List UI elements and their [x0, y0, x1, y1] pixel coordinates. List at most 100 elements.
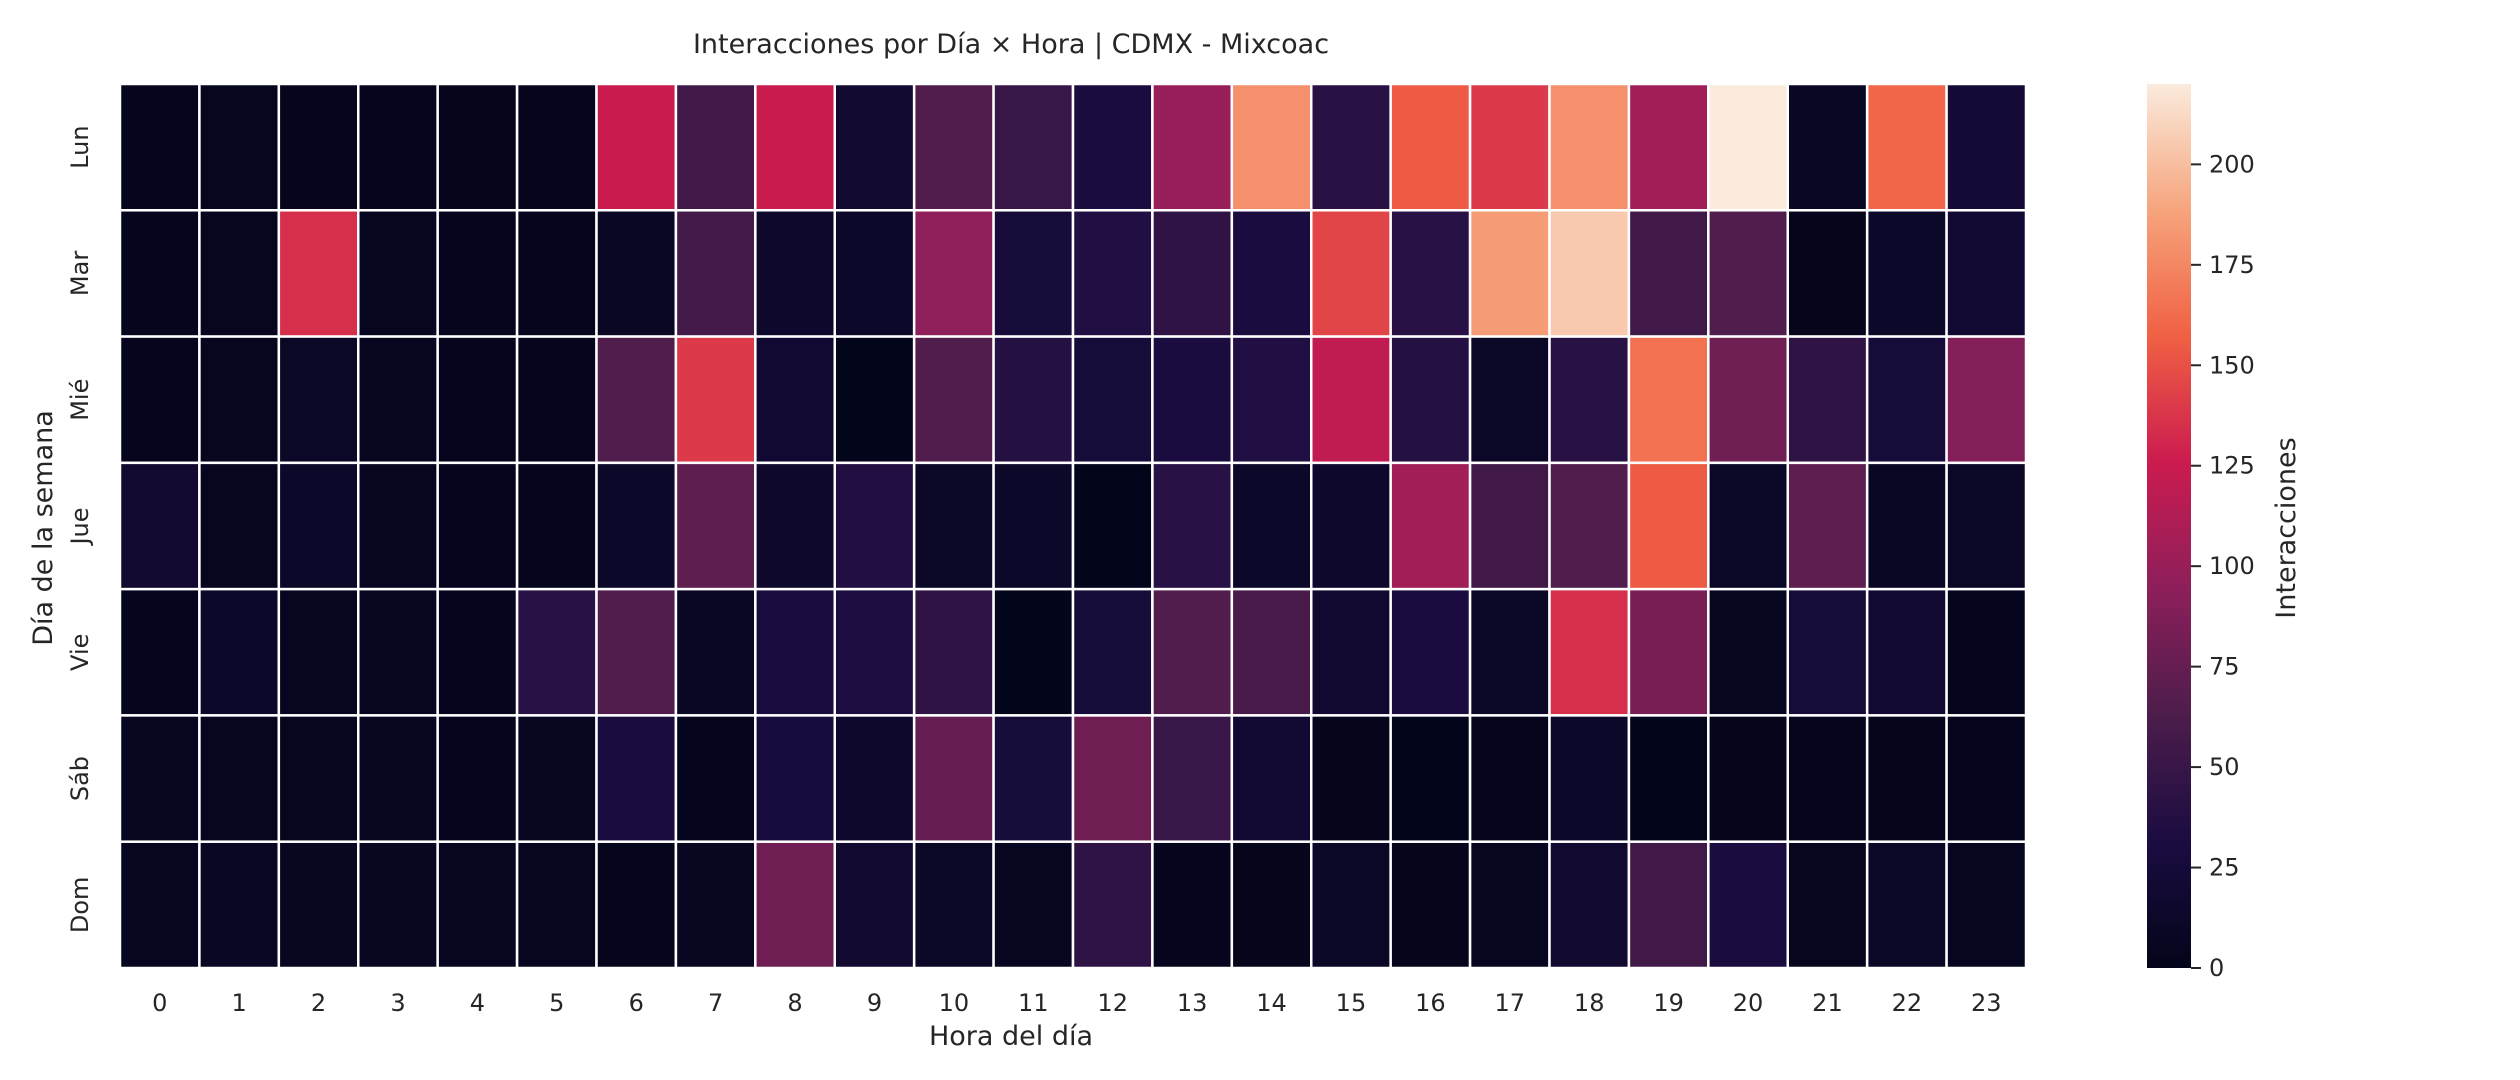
y-axis-label: Día de la semana	[28, 410, 59, 646]
heatmap-cell	[1707, 840, 1790, 970]
x-tick-label: 17	[1495, 989, 1526, 1017]
heatmap-cell	[595, 461, 678, 591]
heatmap-cell	[198, 461, 281, 591]
heatmap-cell	[833, 82, 916, 212]
heatmap-cell	[595, 587, 678, 717]
x-tick-label: 14	[1256, 989, 1287, 1017]
heatmap-cell	[1310, 587, 1392, 717]
heatmap-cell	[198, 840, 281, 970]
heatmap-cell	[277, 82, 360, 212]
x-tick-label: 23	[1971, 989, 2002, 1017]
heatmap-cell	[674, 461, 757, 591]
heatmap-cell	[1786, 840, 1869, 970]
heatmap-cell	[1310, 335, 1392, 465]
heatmap-cell	[674, 209, 757, 338]
x-tick-label: 11	[1018, 989, 1049, 1017]
heatmap-cell	[1468, 840, 1551, 970]
heatmap-cell	[1389, 461, 1472, 591]
heatmap-cell	[1389, 209, 1472, 338]
x-tick-label: 10	[939, 989, 970, 1017]
heatmap-cell	[754, 209, 836, 338]
heatmap-cell	[1786, 335, 1869, 465]
heatmap-cell	[436, 587, 519, 717]
heatmap-cell	[1627, 82, 1710, 212]
heatmap-cell	[1865, 840, 1948, 970]
x-tick-label: 13	[1177, 989, 1208, 1017]
heatmap-cell	[992, 714, 1075, 843]
heatmap-cell	[1071, 209, 1154, 338]
heatmap-cell	[1627, 714, 1710, 843]
x-tick-label: 7	[708, 989, 723, 1017]
heatmap-cell	[1389, 82, 1472, 212]
heatmap-cell	[1627, 587, 1710, 717]
heatmap-cell	[1548, 209, 1631, 338]
heatmap-cell	[118, 82, 201, 212]
colorbar-tick-label: 125	[2209, 452, 2255, 480]
heatmap-cell	[1945, 209, 2028, 338]
heatmap-cell	[1786, 587, 1869, 717]
heatmap-cell	[833, 840, 916, 970]
heatmap-cell	[1865, 714, 1948, 843]
colorbar	[2147, 84, 2191, 968]
heatmap-cell	[754, 587, 836, 717]
heatmap-cell	[357, 840, 439, 970]
heatmap-cell	[1945, 587, 2028, 717]
heatmap-cell	[515, 714, 598, 843]
heatmap-cell	[357, 714, 439, 843]
heatmap-cell	[1945, 335, 2028, 465]
heatmap-cell	[1548, 82, 1631, 212]
heatmap-cell	[1627, 209, 1710, 338]
x-tick-label: 16	[1415, 989, 1446, 1017]
heatmap-cell	[1230, 840, 1313, 970]
heatmap-cell	[277, 335, 360, 465]
y-tick-label: Jue	[66, 507, 94, 546]
heatmap-cell	[1310, 82, 1392, 212]
heatmap-cell	[1230, 82, 1313, 212]
x-axis-label: Hora del día	[929, 1021, 1093, 1052]
heatmap-cell	[515, 82, 598, 212]
heatmap-cell	[754, 82, 836, 212]
heatmap-cell	[1151, 587, 1234, 717]
heatmap-cell	[674, 714, 757, 843]
heatmap-cell	[1627, 335, 1710, 465]
heatmap-cell	[436, 209, 519, 338]
heatmap-cell	[1865, 209, 1948, 338]
heatmap-cell	[515, 461, 598, 591]
heatmap-cell	[595, 714, 678, 843]
heatmap-cell	[1071, 82, 1154, 212]
heatmap-cell	[754, 335, 836, 465]
heatmap-cell	[833, 461, 916, 591]
x-tick-label: 8	[787, 989, 802, 1017]
heatmap-cell	[1786, 82, 1869, 212]
heatmap-cell	[1468, 82, 1551, 212]
heatmap-cell	[1548, 335, 1631, 465]
colorbar-label: Interacciones	[2271, 437, 2302, 618]
heatmap-cell	[515, 335, 598, 465]
heatmap-cell	[992, 461, 1075, 591]
y-tick-label: Lun	[66, 125, 94, 168]
heatmap-cell	[1707, 587, 1790, 717]
heatmap-cell	[1310, 840, 1392, 970]
heatmap-cell	[1071, 840, 1154, 970]
heatmap-cell	[198, 335, 281, 465]
heatmap-cell	[1389, 714, 1472, 843]
heatmap-cell	[674, 587, 757, 717]
y-tick-label: Mar	[66, 251, 94, 296]
heatmap-cell	[992, 840, 1075, 970]
x-tick-label: 1	[231, 989, 246, 1017]
colorbar-tick-label: 25	[2209, 854, 2240, 882]
heatmap-cell	[1468, 714, 1551, 843]
heatmap-cell	[1151, 209, 1234, 338]
heatmap-cell	[1071, 587, 1154, 717]
colorbar-ticks: 0 25 50 75 100 125 150 175 200	[2191, 150, 2255, 982]
heatmap-cell	[198, 587, 281, 717]
heatmap-cell	[1071, 714, 1154, 843]
heatmap-cell	[515, 587, 598, 717]
heatmap-cell	[1151, 335, 1234, 465]
heatmap-cell	[277, 587, 360, 717]
heatmap-cell	[1230, 587, 1313, 717]
heatmap-cell	[1707, 461, 1790, 591]
heatmap-cell	[674, 335, 757, 465]
heatmap-cell	[1389, 335, 1472, 465]
heatmap-cell	[1468, 209, 1551, 338]
